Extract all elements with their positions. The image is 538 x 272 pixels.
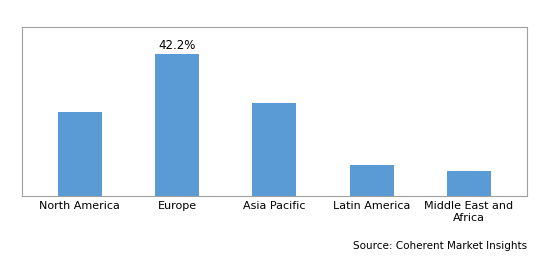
Bar xyxy=(252,103,296,196)
Text: 42.2%: 42.2% xyxy=(158,39,196,52)
Bar xyxy=(58,112,102,196)
Text: Source: Coherent Market Insights: Source: Coherent Market Insights xyxy=(353,241,527,251)
Bar xyxy=(155,54,199,196)
Bar xyxy=(447,171,491,196)
Bar xyxy=(350,165,393,196)
